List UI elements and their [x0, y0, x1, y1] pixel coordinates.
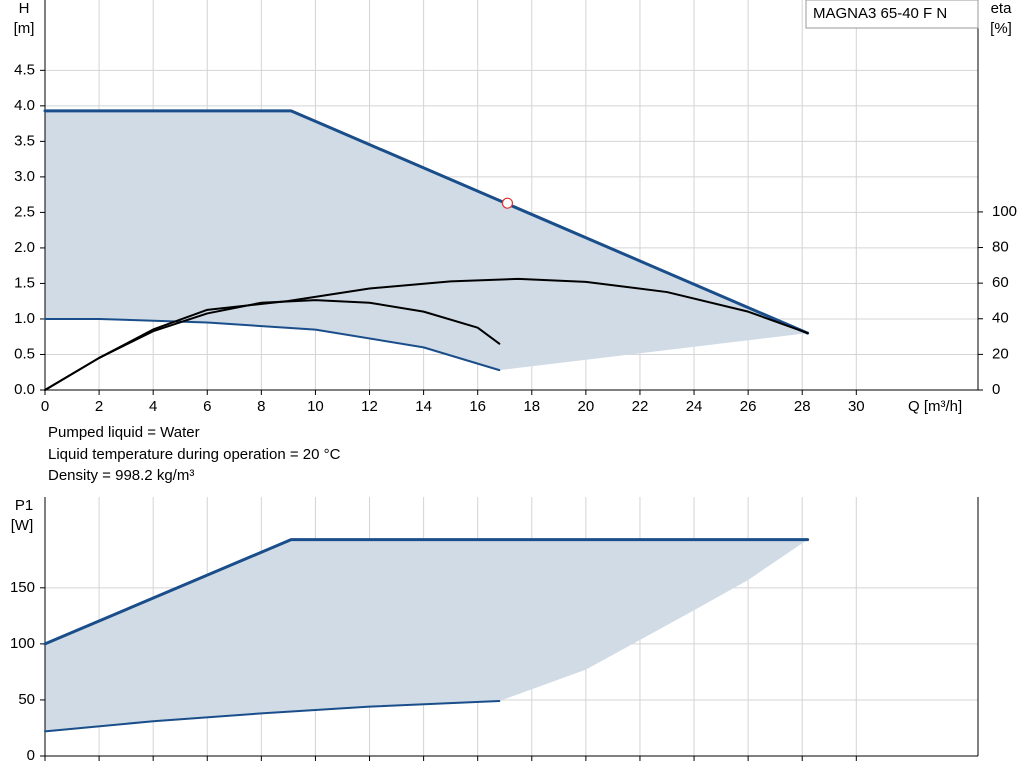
x-tick-label: 4 [149, 398, 157, 415]
curve [43, 109, 810, 335]
x-tick-label: 0 [41, 398, 49, 415]
y-tick-label: 100 [10, 635, 35, 652]
curve [43, 538, 810, 646]
y-tick-label: 3.0 [14, 168, 35, 185]
y-tick-label: 1.0 [14, 310, 35, 327]
operating-area [45, 539, 808, 732]
y-tick-label: 0.0 [14, 381, 35, 398]
legend-box [805, 0, 979, 29]
y-label: H [19, 0, 30, 17]
x-tick-label: 10 [307, 398, 324, 415]
y-tick-label: 3.5 [14, 132, 35, 149]
y-tick-label: 0 [27, 747, 35, 764]
y-tick-label: 2.5 [14, 203, 35, 220]
x-tick-label: 16 [469, 398, 486, 415]
x-tick-label: 28 [794, 398, 811, 415]
y2-unit: [%] [990, 20, 1012, 37]
operating-area [45, 110, 808, 371]
x-tick-label: 24 [686, 398, 703, 415]
x-tick-label: 6 [203, 398, 211, 415]
y-unit: [m] [14, 20, 35, 37]
y-tick-label: 150 [10, 579, 35, 596]
y-tick-label: 0.5 [14, 345, 35, 362]
note: Density = 998.2 kg/m³ [48, 467, 194, 484]
y-tick-label: 50 [18, 691, 35, 708]
y2-tick-label: 20 [992, 345, 1009, 362]
curve [44, 700, 501, 733]
x-tick-label: 14 [415, 398, 432, 415]
y-tick-label: 4.0 [14, 97, 35, 114]
y-unit: [W] [11, 517, 34, 534]
x-tick-label: 18 [523, 398, 540, 415]
x-label: Q [m³/h] [908, 398, 962, 415]
x-tick-label: 22 [632, 398, 649, 415]
x-tick-label: 2 [95, 398, 103, 415]
y2-tick-label: 0 [992, 381, 1000, 398]
curve [44, 277, 809, 391]
x-tick-label: 26 [740, 398, 757, 415]
y2-tick-label: 100 [992, 203, 1017, 220]
y2-label: eta [991, 0, 1013, 17]
operating-point [501, 197, 514, 209]
y-tick-label: 2.0 [14, 239, 35, 256]
x-tick-label: 20 [578, 398, 595, 415]
x-tick-label: 30 [848, 398, 865, 415]
y-label: P1 [15, 497, 33, 514]
y-tick-label: 1.5 [14, 274, 35, 291]
curve [44, 299, 501, 391]
x-tick-label: 8 [257, 398, 265, 415]
y2-tick-label: 60 [992, 274, 1009, 291]
y2-tick-label: 40 [992, 310, 1009, 327]
note: Liquid temperature during operation = 20… [48, 446, 341, 463]
legend-text: MAGNA3 65-40 F N [813, 5, 947, 22]
y2-tick-label: 80 [992, 239, 1009, 256]
note: Pumped liquid = Water [48, 424, 200, 441]
curve [44, 317, 501, 372]
x-tick-label: 12 [361, 398, 378, 415]
y-tick-label: 4.5 [14, 61, 35, 78]
